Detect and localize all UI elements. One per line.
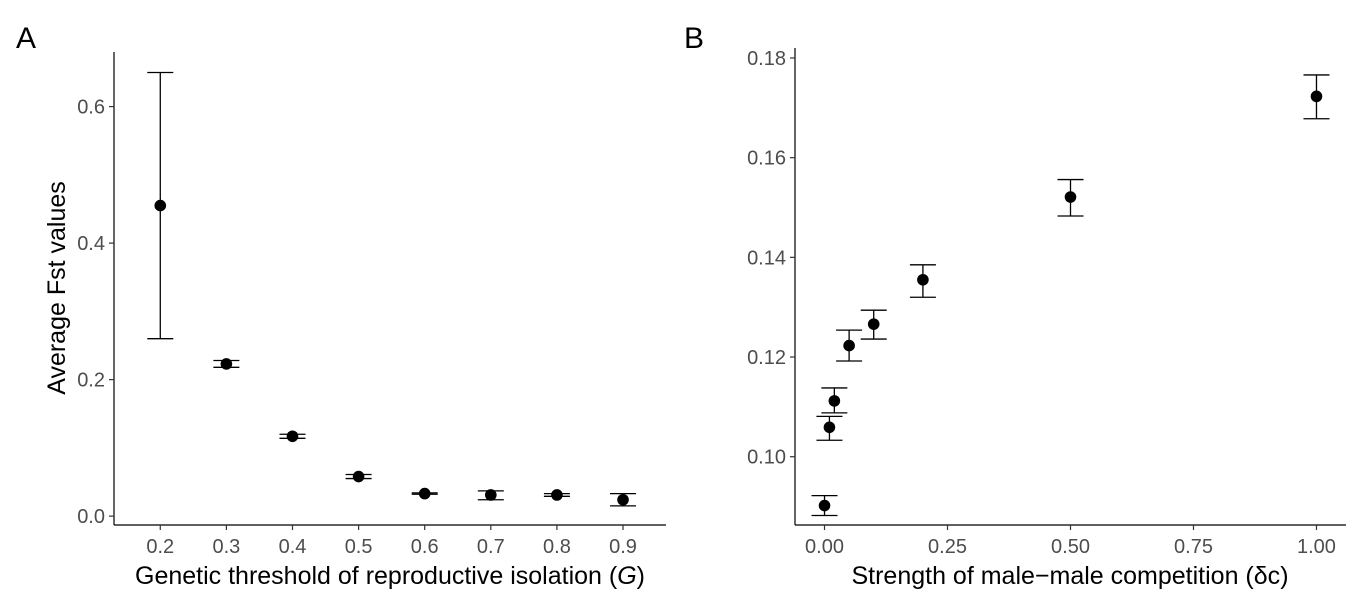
x-tick-label: 0.6 xyxy=(411,536,439,558)
data-point xyxy=(286,430,299,443)
panel-b: B 0.10 0.12 0.14 0.16 0.18 0.00 0.25 0.50 0.75 1… xyxy=(684,22,1346,590)
x-tick-label: 0.2 xyxy=(146,536,174,558)
data-point xyxy=(818,499,831,512)
x-tick-label: 0.50 xyxy=(1051,536,1090,558)
data-point xyxy=(154,199,167,212)
panel-b-label: B xyxy=(684,22,704,55)
panel-b-x-axis-title: Strength of male−male competition (δc) xyxy=(851,562,1288,590)
panel-a-label: A xyxy=(16,22,36,55)
panel-a-plot-area xyxy=(147,71,637,507)
x-tick-label: 0.00 xyxy=(805,536,844,558)
x-tick-label: 0.3 xyxy=(212,536,240,558)
data-point xyxy=(867,318,880,330)
panel-b-y-ticks: 0.10 0.12 0.14 0.16 0.18 xyxy=(747,48,795,469)
data-point xyxy=(828,395,841,407)
x-tick-label: 1.00 xyxy=(1297,536,1336,558)
data-point xyxy=(843,339,855,352)
panel-a-x-axis-title-text: Genetic threshold of reproductive isolat… xyxy=(135,562,602,590)
x-tick-label: 0.8 xyxy=(543,536,571,558)
x-tick-label: 0.9 xyxy=(609,536,637,558)
panel-a: A 0.00.20.40.6 0.2 0.3 0.4 0.5 0.6 0.7 0.8 0.9 … xyxy=(16,22,666,590)
y-tick-label: 0.10 xyxy=(747,447,786,469)
panel-a-x-axis-title: Genetic threshold of reproductive isolat… xyxy=(135,562,645,590)
x-tick-label: 0.25 xyxy=(928,536,967,558)
data-point xyxy=(352,470,365,483)
data-point xyxy=(485,489,497,501)
x-tick-label: 0.5 xyxy=(345,536,373,558)
data-point xyxy=(1064,191,1077,203)
panel-a-y-axis-title: Average Fst values xyxy=(43,181,71,395)
x-tick-label: 0.7 xyxy=(477,536,505,558)
data-point xyxy=(551,489,563,501)
data-point xyxy=(617,493,629,506)
y-tick-label: 0.4 xyxy=(77,233,105,255)
panel-b-plot-area xyxy=(811,74,1330,517)
data-point xyxy=(418,487,431,500)
data-point xyxy=(823,421,836,434)
panel-b-x-axis-title-text: Strength of male−male competition xyxy=(851,562,1238,590)
y-tick-label: 0.0 xyxy=(77,506,105,528)
panel-a-y-ticks: 0.0 0.2 0.4 0.6 xyxy=(77,97,114,528)
y-tick-label: 0.18 xyxy=(747,48,786,70)
panel-a-x-ticks: 0.2 0.3 0.4 0.5 0.6 0.7 0.8 0.9 xyxy=(146,525,637,558)
panel-b-x-ticks: 0.00 0.25 0.50 0.75 1.00 xyxy=(805,525,1336,558)
data-point xyxy=(1310,90,1323,103)
x-tick-label: 0.75 xyxy=(1174,536,1213,558)
data-point xyxy=(220,358,233,370)
panel-a-x-axis-title-symbol: G xyxy=(617,562,636,590)
x-tick-label: 0.4 xyxy=(279,536,307,558)
y-tick-label: 0.12 xyxy=(747,347,786,369)
y-tick-label: 0.16 xyxy=(747,148,786,170)
data-point xyxy=(917,273,929,286)
y-tick-label: 0.2 xyxy=(77,370,105,392)
panel-b-x-axis-title-symbol: δc xyxy=(1254,562,1280,590)
y-tick-label: 0.14 xyxy=(747,247,786,269)
y-tick-label: 0.6 xyxy=(77,97,105,119)
